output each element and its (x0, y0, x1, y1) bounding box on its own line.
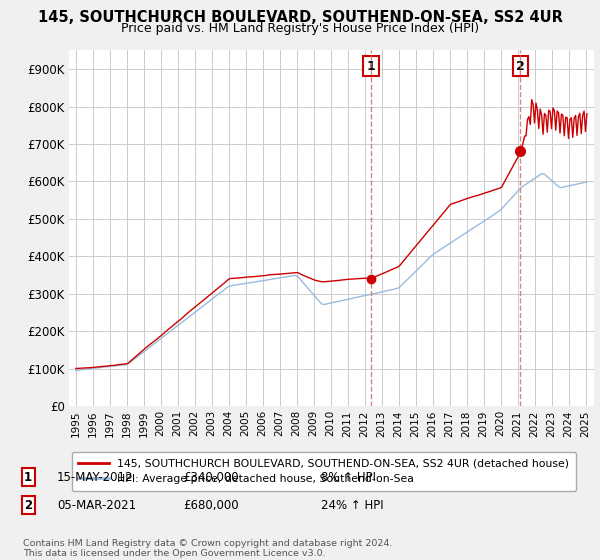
Text: £340,000: £340,000 (183, 470, 239, 484)
Text: Price paid vs. HM Land Registry's House Price Index (HPI): Price paid vs. HM Land Registry's House … (121, 22, 479, 35)
Text: 8% ↑ HPI: 8% ↑ HPI (321, 470, 376, 484)
Text: 2: 2 (24, 498, 32, 512)
Text: 2: 2 (516, 60, 525, 73)
Text: 05-MAR-2021: 05-MAR-2021 (57, 498, 136, 512)
Text: 1: 1 (367, 60, 375, 73)
Legend: 145, SOUTHCHURCH BOULEVARD, SOUTHEND-ON-SEA, SS2 4UR (detached house), HPI: Aver: 145, SOUTHCHURCH BOULEVARD, SOUTHEND-ON-… (72, 452, 576, 491)
Text: 1: 1 (24, 470, 32, 484)
Text: Contains HM Land Registry data © Crown copyright and database right 2024.
This d: Contains HM Land Registry data © Crown c… (23, 539, 392, 558)
Text: 145, SOUTHCHURCH BOULEVARD, SOUTHEND-ON-SEA, SS2 4UR: 145, SOUTHCHURCH BOULEVARD, SOUTHEND-ON-… (38, 10, 562, 25)
Text: £680,000: £680,000 (183, 498, 239, 512)
Text: 15-MAY-2012: 15-MAY-2012 (57, 470, 133, 484)
Text: 24% ↑ HPI: 24% ↑ HPI (321, 498, 383, 512)
